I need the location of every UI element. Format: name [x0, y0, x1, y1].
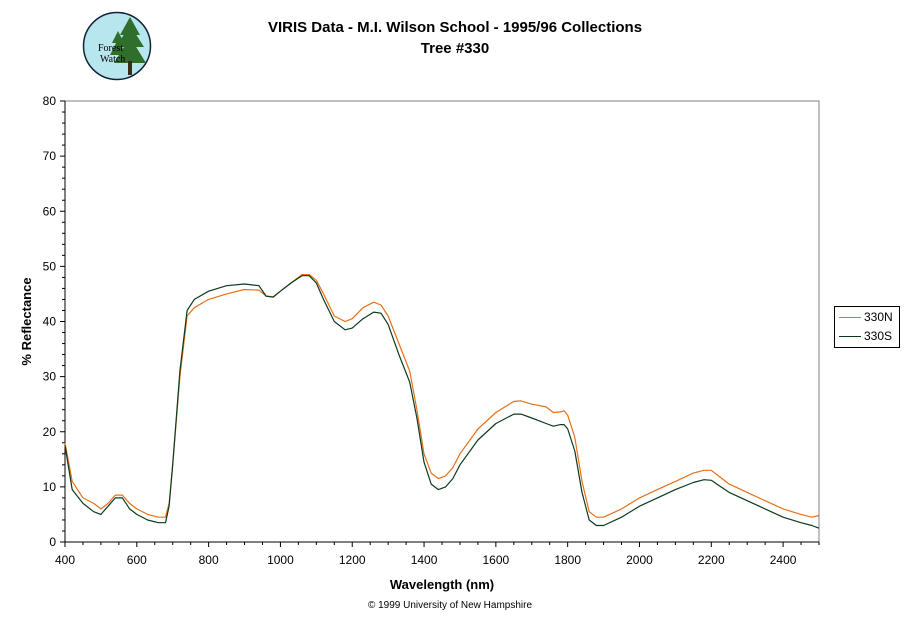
x-tick-label: 2200 [698, 553, 725, 567]
y-tick-label: 80 [43, 94, 57, 108]
legend-label-330s: 330S [864, 329, 893, 343]
y-tick-label: 70 [43, 149, 57, 163]
legend-swatch-330n [839, 316, 861, 318]
x-tick-label: 600 [127, 553, 147, 567]
y-tick-label: 60 [43, 204, 57, 218]
x-tick-label: 800 [199, 553, 219, 567]
x-tick-label: 1200 [339, 553, 366, 567]
logo-text-forest: Forest [98, 43, 123, 54]
forest-watch-logo: Forest Watch [82, 11, 152, 81]
legend: 330N 330S [834, 306, 900, 348]
y-tick-label: 40 [43, 315, 57, 329]
legend-swatch-330s [839, 335, 861, 337]
series-line-330n [64, 274, 820, 518]
y-tick-label: 30 [43, 370, 57, 384]
legend-label-330n: 330N [864, 310, 893, 324]
logo-text-watch: Watch [100, 54, 125, 65]
copyright-notice: © 1999 University of New Hampshire [367, 600, 533, 611]
chart-title: VIRIS Data - M.I. Wilson School - 1995/9… [267, 19, 643, 36]
series-line-330s [64, 275, 820, 529]
x-tick-label: 2000 [626, 553, 653, 567]
x-tick-label: 1800 [554, 553, 581, 567]
y-tick-label: 0 [49, 535, 56, 549]
x-tick-label: 1400 [411, 553, 438, 567]
y-tick-label: 20 [43, 425, 57, 439]
x-tick-label: 2400 [770, 553, 797, 567]
x-tick-label: 400 [55, 553, 75, 567]
x-tick-label: 1000 [267, 553, 294, 567]
x-tick-label: 1600 [483, 553, 510, 567]
chart-subtitle: Tree #330 [420, 40, 490, 57]
legend-item-330s: 330S [839, 329, 892, 343]
y-axis-label: % Reflectance [19, 277, 34, 365]
y-tick-label: 10 [43, 480, 57, 494]
legend-item-330n: 330N [839, 310, 893, 324]
y-tick-label: 50 [43, 259, 57, 273]
plot-area [64, 100, 820, 543]
x-axis-label: Wavelength (nm) [390, 577, 494, 592]
